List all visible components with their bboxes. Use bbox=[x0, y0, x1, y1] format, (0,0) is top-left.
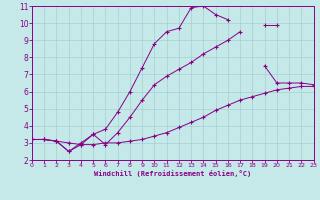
X-axis label: Windchill (Refroidissement éolien,°C): Windchill (Refroidissement éolien,°C) bbox=[94, 170, 252, 177]
